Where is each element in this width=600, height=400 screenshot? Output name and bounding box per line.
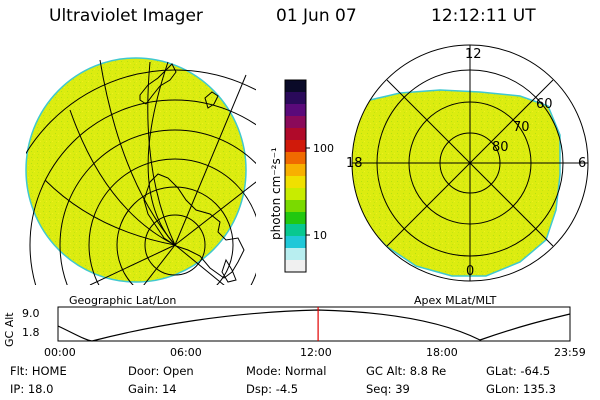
time-tick-1800: 18:00 [426,346,458,359]
info-gain: Gain: 14 [128,382,177,396]
colorbar-tick-100: 100 [313,142,334,155]
altitude-tick-high: 9.0 [22,307,40,320]
info-glat: GLat: -64.5 [486,364,551,378]
colorbar-cell [285,236,306,249]
colorbar-cell [285,176,306,189]
info-seq: Seq: 39 [366,382,410,396]
info-gc-alt: GC Alt: 8.8 Re [366,364,447,378]
colorbar-cell [285,248,306,261]
apex-polar-panel [351,44,589,282]
colorbar-cell [285,224,306,237]
coastline-cape [221,258,237,283]
altitude-tick-low: 1.8 [22,326,40,339]
colorbar-cell [285,128,306,141]
observation-time: 12:12:11 UT [431,6,536,26]
colorbar-cell [285,104,306,117]
colorbar-cell [285,140,306,153]
mlat-label-80: 80 [492,140,509,155]
observation-date: 01 Jun 07 [276,6,357,26]
colorbar-cell [285,188,306,201]
colorbar-cell [285,80,306,93]
info-flt: Flt: HOME [10,364,67,378]
time-tick-1200: 12:00 [300,346,332,359]
mlt-label-left: 18 [346,156,363,171]
info-ip: IP: 18.0 [10,382,54,396]
mlt-label-top: 12 [465,47,482,62]
colorbar-cell [285,200,306,213]
colorbar-tick-10: 10 [313,229,327,242]
apex-panel-label: Apex MLat/MLT [414,294,497,307]
altitude-curve [57,309,571,342]
mlt-label-bottom: 0 [466,264,475,279]
colorbar [284,79,310,273]
colorbar-cell [285,116,306,129]
colorbar-cell [285,164,306,177]
colorbar-cell [285,152,306,165]
instrument-title: Ultraviolet Imager [49,6,203,26]
geographic-panel-label: Geographic Lat/Lon [69,294,177,307]
altitude-plot [57,306,571,342]
geographic-image-disk [25,57,247,283]
mlat-label-70: 70 [513,120,530,135]
time-tick-2359: 23:59 [554,346,586,359]
colorbar-unit-label: photon cm⁻²s⁻¹ [269,147,283,240]
time-tick-0600: 06:00 [170,346,202,359]
info-mode: Mode: Normal [246,364,327,378]
colorbar-cell [285,92,306,105]
coastline-outlines [139,63,245,283]
info-door: Door: Open [128,364,194,378]
coastline-island [204,91,219,109]
coastline-north [139,63,177,105]
altitude-plot-frame [57,306,571,342]
altitude-axis-label: GC Alt [3,312,16,347]
colorbar-cell [285,260,306,273]
coastline-south [143,173,245,279]
info-dsp: Dsp: -4.5 [246,382,299,396]
mlt-label-right: 6 [578,156,587,171]
polar-grid [351,44,589,282]
geographic-image-panel [25,57,256,285]
time-tick-0000: 00:00 [44,346,76,359]
colorbar-cell [285,212,306,225]
mlat-label-60: 60 [536,97,553,112]
info-glon: GLon: 135.3 [486,382,556,396]
